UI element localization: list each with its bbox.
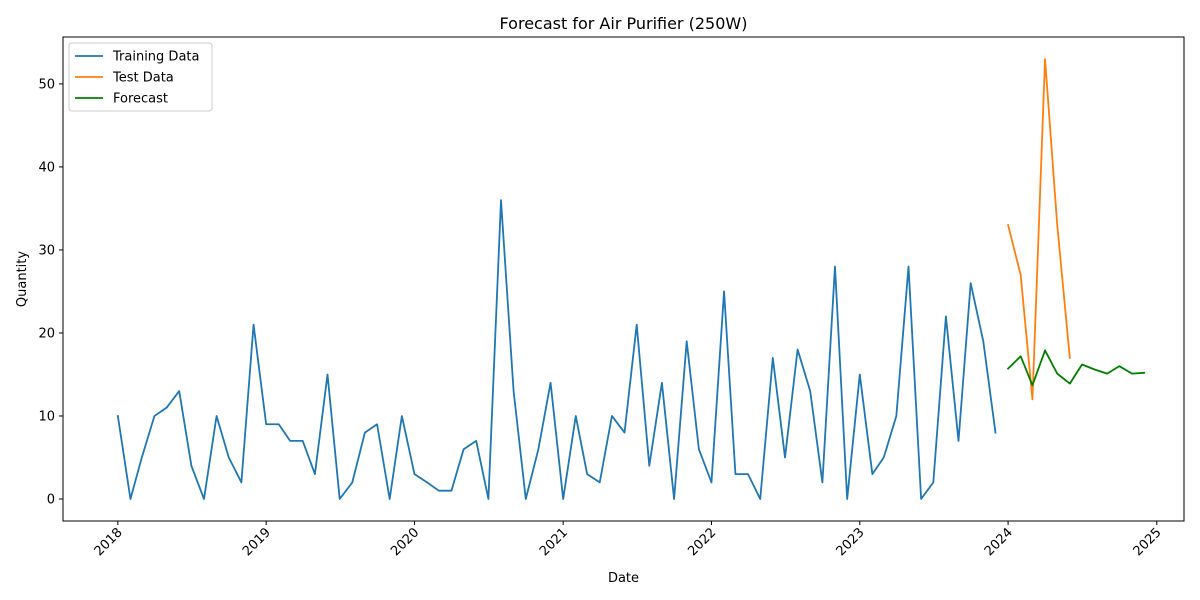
y-tick-label: 20 (38, 326, 55, 341)
legend-label-training-data: Training Data (112, 50, 199, 65)
y-tick-label: 10 (38, 409, 55, 424)
chart-title: Forecast for Air Purifier (250W) (500, 14, 748, 33)
x-tick-label: 2022 (685, 525, 719, 559)
series-line-forecast (1006, 349, 1146, 387)
x-axis: 2018 2019 2020 2021 2022 2023 2024 2025 (92, 521, 1165, 559)
x-tick-label: 2025 (1131, 525, 1165, 559)
legend-label-forecast: Forecast (113, 92, 168, 107)
x-axis-title: Date (608, 571, 639, 586)
y-tick-label: 30 (38, 243, 55, 258)
x-tick-label: 2018 (92, 525, 126, 559)
x-tick-label: 2023 (834, 525, 868, 559)
series-layer (116, 58, 1146, 500)
series-line-training-data (116, 199, 997, 500)
plot-frame (62, 36, 1185, 522)
y-axis-title: Quantity (15, 251, 30, 307)
legend: Training Data Test Data Forecast (68, 42, 213, 112)
legend-box (68, 42, 213, 112)
y-tick-label: 50 (38, 77, 55, 92)
x-tick-label: 2020 (388, 525, 422, 559)
y-tick-label: 40 (38, 160, 55, 175)
legend-label-test-data: Test Data (112, 71, 174, 86)
x-tick-label: 2019 (240, 525, 274, 559)
y-tick-label: 0 (47, 493, 55, 508)
x-tick-label: 2024 (982, 525, 1016, 559)
series-line-test-data (1006, 58, 1071, 401)
y-axis: 0 10 20 30 40 50 (38, 77, 63, 508)
x-tick-label: 2021 (537, 525, 571, 559)
